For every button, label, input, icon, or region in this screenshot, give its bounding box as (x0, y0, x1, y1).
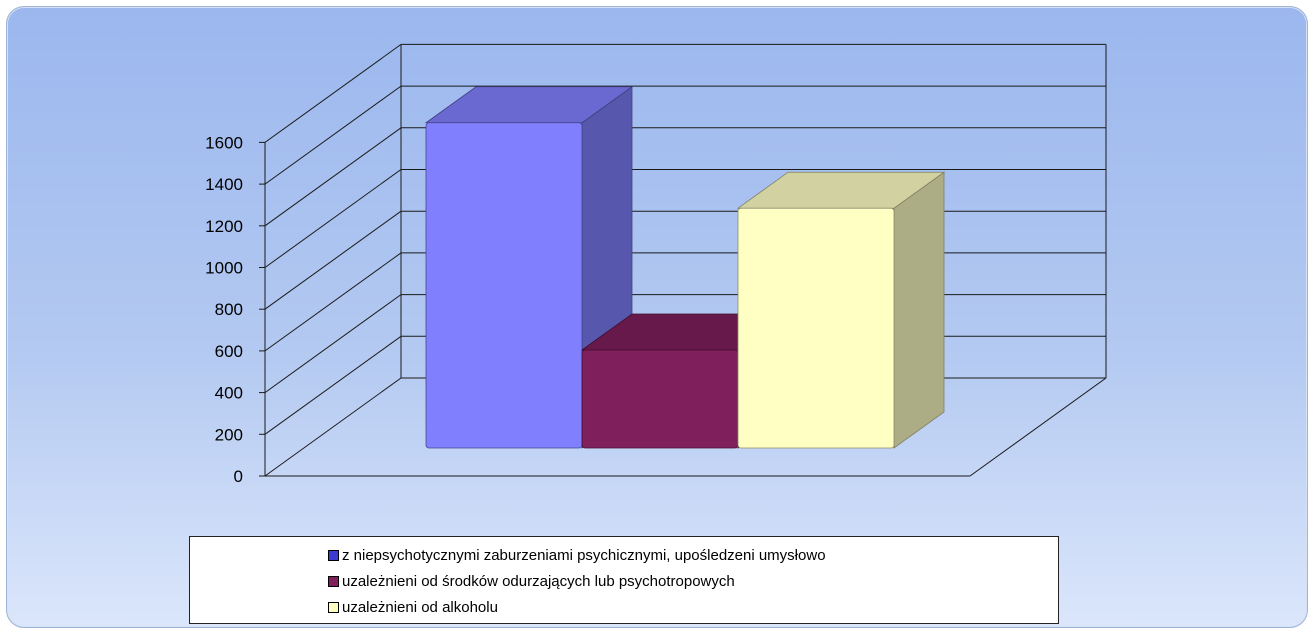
gridline-side-4 (264, 210, 402, 310)
gridline-side-3 (264, 252, 402, 352)
legend-label-series-2: uzależnieni od środków odurzających lub … (342, 573, 735, 590)
gridline-side-0 (264, 377, 402, 477)
gridline-side-1 (264, 335, 402, 435)
gridline-side-7 (264, 85, 402, 185)
gridline-side-5 (264, 169, 402, 268)
y-tick-label-3: 600 (215, 342, 243, 361)
y-tick-label-8: 1600 (205, 133, 243, 152)
legend-item-series-3: uzależnieni od alkoholu (190, 595, 1058, 621)
bar-front-1 (425, 122, 583, 449)
y-tick-label-1: 200 (215, 425, 243, 444)
bar-front-2 (581, 349, 739, 449)
legend-item-series-2: uzależnieni od środków odurzających lub … (190, 569, 1058, 595)
chart-area: 0 200 400 600 800 1000 1200 1400 1600 z niepsych… (6, 6, 1308, 628)
gridline-side-2 (264, 294, 402, 394)
y-tick-label-7: 1400 (205, 175, 243, 194)
y-tick-label-2: 400 (215, 384, 243, 403)
y-tick-label-4: 800 (215, 300, 243, 319)
gridline-side-6 (264, 127, 402, 227)
legend-label-series-3: uzależnieni od alkoholu (342, 599, 498, 616)
y-tick-label-0: 0 (234, 467, 243, 486)
floor-right-edge (969, 377, 1107, 477)
legend-item-series-1: z niepsychotycznymi zaburzeniami psychic… (190, 543, 1058, 569)
legend-swatch-series-1 (328, 550, 339, 561)
chart-legend: z niepsychotycznymi zaburzeniami psychic… (189, 536, 1059, 624)
bar-side-3 (893, 171, 945, 449)
legend-swatch-series-2 (328, 576, 339, 587)
y-tick-label-6: 1200 (205, 217, 243, 236)
bar-front-3 (737, 207, 895, 449)
y-tick-label-5: 1000 (205, 259, 243, 278)
gridline-side-8 (264, 43, 402, 143)
legend-swatch-series-3 (328, 602, 339, 613)
legend-label-series-1: z niepsychotycznymi zaburzeniami psychic… (342, 547, 826, 564)
chart-plot: 0 200 400 600 800 1000 1200 1400 1600 (205, 43, 1107, 486)
